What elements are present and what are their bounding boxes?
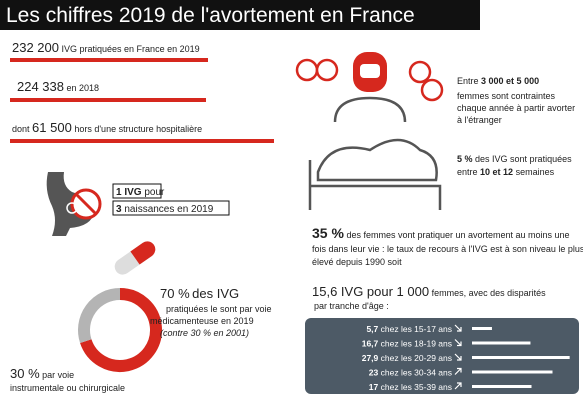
- age-bar: [472, 370, 553, 374]
- late-share: 5 %: [457, 154, 473, 164]
- pill-icon: [114, 241, 156, 275]
- ratio-box: [112, 183, 162, 199]
- age-rate: 17: [369, 382, 379, 392]
- age-row-label: 16,7 chez les 18-19 ans: [362, 339, 452, 349]
- trend-arrow: [454, 324, 462, 332]
- stat-number: 61 500: [32, 120, 72, 135]
- trend-arrow: [454, 339, 462, 347]
- title: Les chiffres 2019 de l'avortement en Fra…: [6, 4, 415, 27]
- method-line: pratiquées le sont par voie: [166, 304, 272, 314]
- age-row-label: 23 chez les 30-34 ans: [369, 368, 452, 378]
- age-row-label: 17 chez les 35-39 ans: [369, 382, 452, 392]
- ratio-text: naissances en 2019: [124, 204, 213, 215]
- lifetime-text: des femmes vont pratiquer un avortement …: [346, 230, 569, 240]
- age-rate: 16,7: [362, 339, 379, 349]
- age-row-label: 5,7 chez les 15-17 ans: [366, 324, 452, 334]
- lifetime-line: élevé depuis 1990 soit: [312, 257, 402, 267]
- stat: 224 338 en 2018: [17, 79, 99, 94]
- ratio-line: 1 IVG pour: [116, 187, 165, 198]
- trend-arrow: [454, 367, 462, 375]
- lifetime-line: 35 % des femmes vont pratiquer un avorte…: [312, 225, 570, 241]
- method-text: des IVG: [192, 286, 239, 301]
- method-line: instrumentale ou chirurgicale: [10, 383, 125, 393]
- late-line: entre 10 et 12 semaines: [457, 167, 555, 177]
- underline: [10, 98, 206, 102]
- rate-line: par tranche d'âge :: [314, 301, 389, 311]
- method-other: 30 % par voie: [10, 366, 74, 381]
- rate-number: 15,6 IVG pour 1 000: [312, 284, 429, 299]
- stat-text: en 2018: [67, 83, 100, 93]
- stat-text: IVG pratiquées en France en 2019: [62, 44, 200, 54]
- donut-segment: [80, 288, 162, 372]
- late-text: semaines: [516, 167, 555, 177]
- age-bar: [472, 356, 570, 359]
- late-line: 5 % des IVG sont pratiquées: [457, 154, 572, 164]
- title-band: [0, 0, 480, 30]
- method-text: par voie: [42, 370, 74, 380]
- age-bar: [472, 327, 492, 330]
- ratio-lead: 1 IVG: [116, 187, 142, 198]
- stat: 232 200 IVG pratiquées en France en 2019: [12, 40, 200, 55]
- age-bar: [472, 341, 531, 345]
- method-share: 70 %: [160, 286, 190, 301]
- trend-arrow: [454, 353, 462, 361]
- age-rate: 23: [369, 368, 379, 378]
- age-group: chez les 30-34 ans: [381, 368, 452, 378]
- ratio-count: 3: [116, 204, 122, 215]
- stat-text: hors d'une structure hospitalière: [74, 124, 202, 134]
- abroad-line: femmes sont contraintes: [457, 91, 556, 101]
- method-share: 30 %: [10, 366, 40, 381]
- lifetime-line: fois dans leur vie : le taux de recours …: [312, 244, 583, 254]
- abroad-line: Entre 3 000 et 5 000: [457, 76, 539, 86]
- rate-text: femmes, avec des disparités: [432, 288, 547, 298]
- stat-number: 224 338: [17, 79, 64, 94]
- stat-prefix: dont: [12, 124, 30, 134]
- underline: [10, 139, 274, 143]
- method-line: (contre 30 % en 2001): [160, 328, 249, 338]
- age-bar: [472, 385, 532, 388]
- pregnancy-icon: [46, 172, 102, 236]
- method-line: médicamenteuse en 2019: [150, 316, 254, 326]
- method-medication: 70 % des IVG: [160, 286, 239, 301]
- abroad-lead: Entre: [457, 76, 479, 86]
- ratio-line: 3 naissances en 2019: [116, 204, 214, 215]
- age-group: chez les 20-29 ans: [381, 353, 452, 363]
- age-rate: 5,7: [366, 324, 378, 334]
- lifetime-share: 35 %: [312, 225, 344, 241]
- abroad-line: chaque année à partir avorter: [457, 103, 575, 113]
- rate-line: 15,6 IVG pour 1 000 femmes, avec des dis…: [312, 284, 546, 299]
- age-group: chez les 15-17 ans: [381, 324, 452, 334]
- ratio-text: pour: [144, 187, 165, 198]
- donut-segment: [78, 288, 121, 343]
- age-group: chez les 35-39 ans: [381, 382, 452, 392]
- stat-number: 232 200: [12, 40, 59, 55]
- underline: [10, 58, 208, 62]
- abroad-range: 3 000 et 5 000: [481, 76, 539, 86]
- stat: dont 61 500 hors d'une structure hospita…: [12, 120, 202, 135]
- late-weeks: 10 et 12: [480, 167, 513, 177]
- abroad-line: à l'étranger: [457, 115, 502, 125]
- age-group: chez les 18-19 ans: [381, 339, 452, 349]
- method-donut: [78, 288, 162, 372]
- late-text: entre: [457, 167, 478, 177]
- age-panel: [305, 318, 579, 394]
- ratio-box: [112, 200, 230, 216]
- late-text: des IVG sont pratiquées: [475, 154, 572, 164]
- age-rate: 27,9: [362, 353, 379, 363]
- travel-icon: [295, 52, 444, 210]
- trend-arrow: [454, 382, 462, 390]
- age-row-label: 27,9 chez les 20-29 ans: [362, 353, 452, 363]
